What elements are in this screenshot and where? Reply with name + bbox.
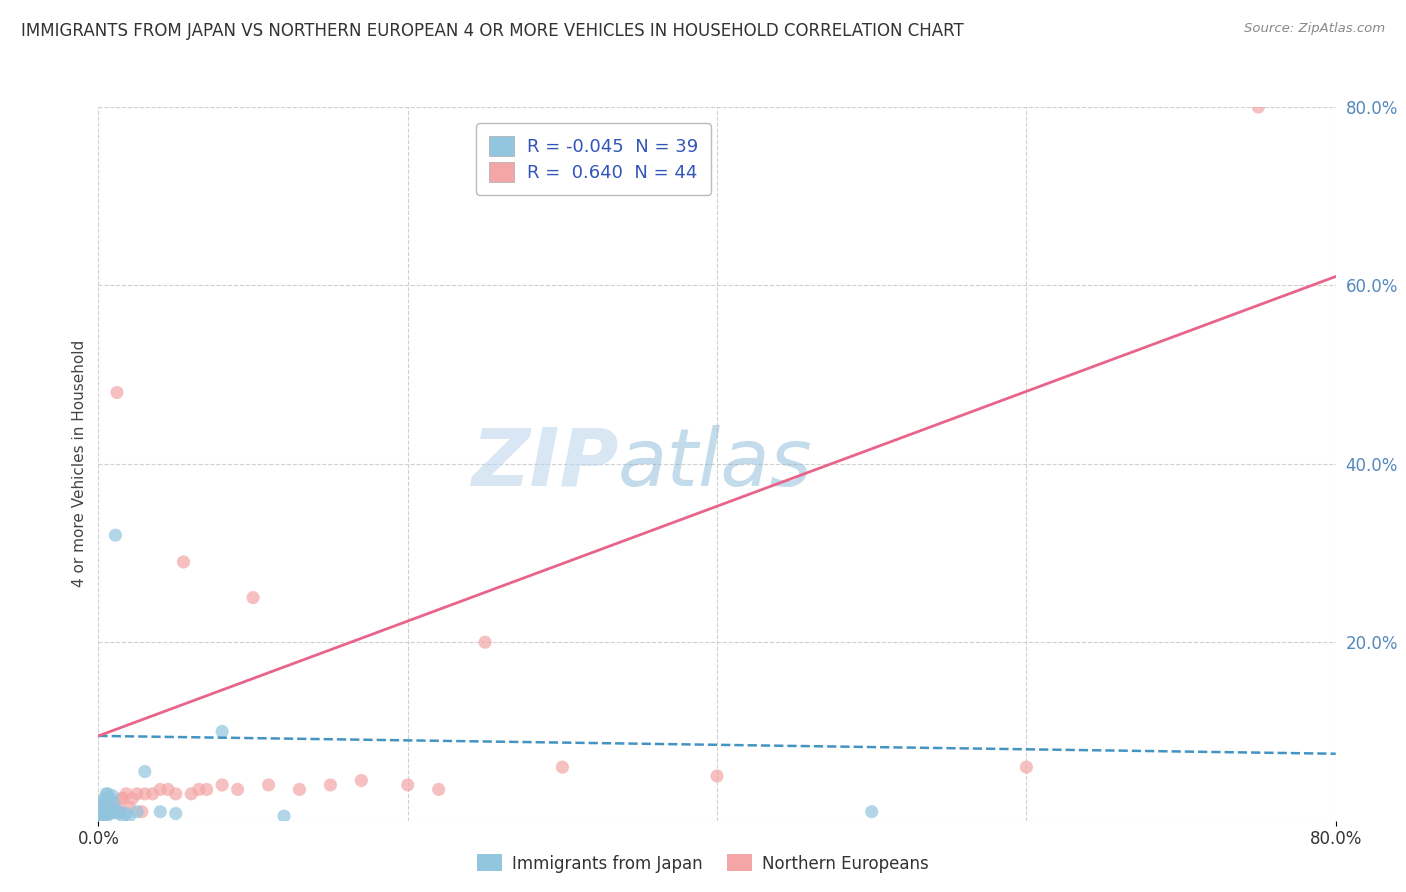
Point	[551, 760, 574, 774]
Point	[91, 809, 114, 823]
Point	[115, 806, 138, 821]
Point	[96, 800, 118, 814]
Point	[93, 805, 115, 819]
Point	[90, 805, 112, 819]
Point	[706, 769, 728, 783]
Point	[104, 803, 127, 817]
Point	[111, 791, 134, 805]
Legend: R = -0.045  N = 39, R =  0.640  N = 44: R = -0.045 N = 39, R = 0.640 N = 44	[477, 123, 710, 194]
Point	[107, 805, 129, 819]
Point	[91, 800, 114, 814]
Point	[319, 778, 342, 792]
Point	[101, 800, 124, 814]
Point	[211, 778, 233, 792]
Point	[211, 724, 233, 739]
Point	[103, 796, 125, 810]
Point	[118, 809, 141, 823]
Point	[108, 805, 131, 819]
Text: IMMIGRANTS FROM JAPAN VS NORTHERN EUROPEAN 4 OR MORE VEHICLES IN HOUSEHOLD CORRE: IMMIGRANTS FROM JAPAN VS NORTHERN EUROPE…	[21, 22, 965, 40]
Point	[396, 778, 419, 792]
Point	[104, 528, 127, 542]
Text: atlas: atlas	[619, 425, 813, 503]
Point	[107, 806, 129, 821]
Point	[257, 778, 280, 792]
Point	[112, 791, 135, 805]
Point	[134, 764, 156, 779]
Point	[427, 782, 450, 797]
Point	[103, 796, 125, 810]
Point	[90, 805, 112, 819]
Point	[105, 385, 128, 400]
Point	[98, 791, 121, 805]
Point	[226, 782, 249, 797]
Point	[91, 806, 114, 821]
Point	[273, 809, 295, 823]
Point	[1247, 100, 1270, 114]
Point	[127, 787, 149, 801]
Point	[173, 555, 195, 569]
Point	[103, 805, 125, 819]
Text: ZIP: ZIP	[471, 425, 619, 503]
Point	[101, 789, 124, 803]
Point	[149, 805, 172, 819]
Point	[118, 800, 141, 814]
Legend: Immigrants from Japan, Northern Europeans: Immigrants from Japan, Northern European…	[470, 847, 936, 880]
Point	[121, 791, 143, 805]
Text: Source: ZipAtlas.com: Source: ZipAtlas.com	[1244, 22, 1385, 36]
Point	[101, 805, 124, 819]
Point	[105, 805, 128, 819]
Point	[98, 805, 121, 819]
Point	[100, 806, 122, 821]
Point	[288, 782, 311, 797]
Point	[165, 806, 187, 821]
Point	[89, 806, 111, 821]
Point	[91, 805, 114, 819]
Y-axis label: 4 or more Vehicles in Household: 4 or more Vehicles in Household	[72, 340, 87, 588]
Point	[195, 782, 218, 797]
Point	[115, 787, 138, 801]
Point	[96, 787, 118, 801]
Point	[165, 787, 187, 801]
Point	[350, 773, 373, 788]
Point	[93, 796, 115, 810]
Point	[134, 787, 156, 801]
Point	[112, 809, 135, 823]
Point	[93, 791, 115, 805]
Point	[149, 782, 172, 797]
Point	[97, 796, 120, 810]
Point	[100, 800, 122, 814]
Point	[131, 805, 153, 819]
Point	[127, 805, 149, 819]
Point	[90, 811, 112, 825]
Point	[1015, 760, 1038, 774]
Point	[242, 591, 264, 605]
Point	[180, 787, 202, 801]
Point	[100, 805, 122, 819]
Point	[860, 805, 883, 819]
Point	[96, 803, 118, 817]
Point	[474, 635, 496, 649]
Point	[97, 806, 120, 821]
Point	[93, 806, 115, 821]
Point	[142, 787, 165, 801]
Point	[157, 782, 180, 797]
Point	[108, 805, 131, 819]
Point	[98, 803, 121, 817]
Point	[89, 796, 111, 810]
Point	[89, 809, 111, 823]
Point	[96, 809, 118, 823]
Point	[90, 809, 112, 823]
Point	[97, 806, 120, 821]
Point	[97, 787, 120, 801]
Point	[188, 782, 211, 797]
